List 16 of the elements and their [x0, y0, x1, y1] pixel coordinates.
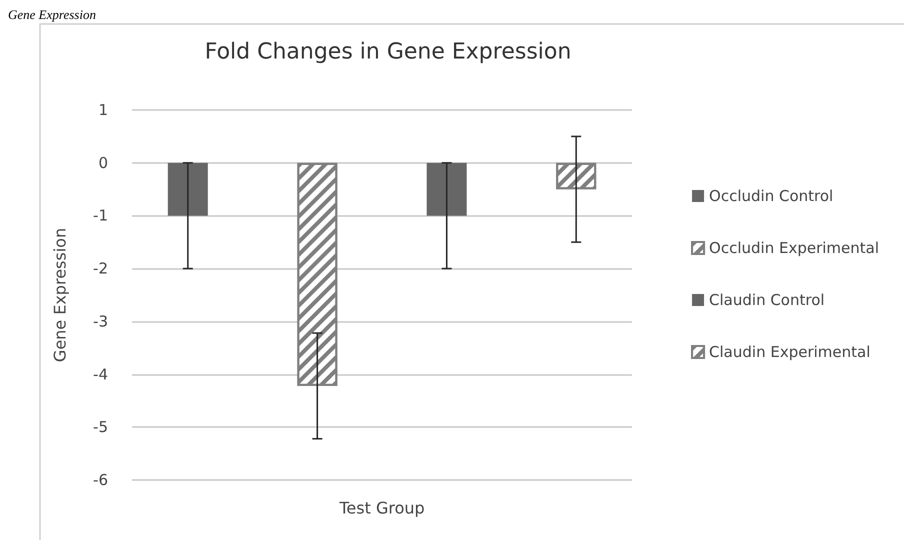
- y-tick-label: -4: [93, 365, 108, 384]
- y-tick-label: -1: [93, 206, 108, 225]
- text: Gene Expression: [8, 7, 96, 22]
- y-tick-label: -2: [93, 260, 108, 278]
- x-tick-label: Test Group: [338, 498, 425, 518]
- y-axis-title: Gene Expression: [50, 228, 70, 362]
- legend-label: Claudin Experimental: [709, 343, 870, 361]
- legend-label: Occludin Control: [709, 187, 834, 205]
- legend-label: Occludin Experimental: [709, 239, 880, 257]
- chart-title: Fold Changes in Gene Expression: [204, 40, 572, 64]
- y-tick-label: -5: [93, 418, 108, 436]
- y-tick-label: -3: [93, 312, 108, 330]
- y-tick-label: -6: [93, 471, 108, 489]
- y-tick-label: 0: [98, 154, 108, 172]
- legend-label: Claudin Control: [709, 291, 825, 309]
- y-tick-label: 1: [98, 101, 108, 119]
